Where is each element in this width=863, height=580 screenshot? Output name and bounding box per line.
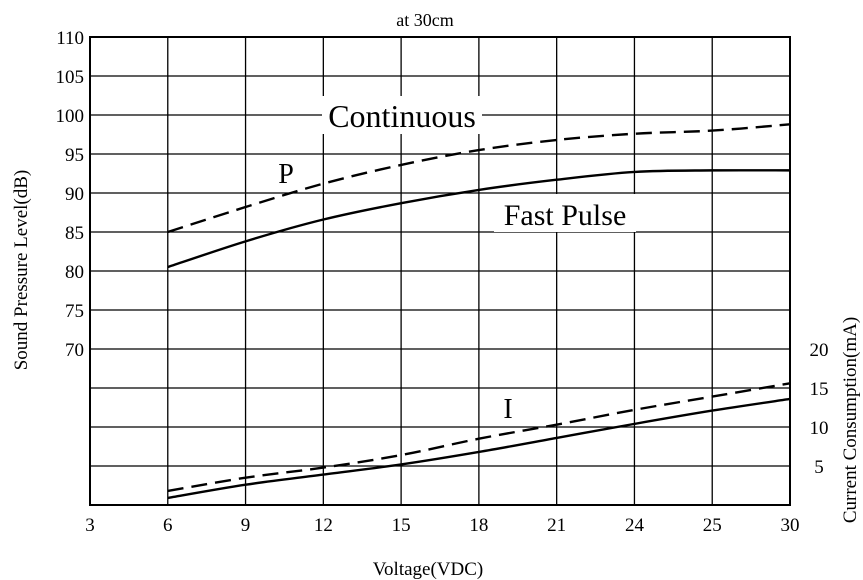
y-tick-label: 110: [56, 28, 84, 49]
y2-tick-label: 20: [810, 340, 829, 361]
x-axis-label: Voltage(VDC): [373, 559, 483, 580]
i-label: I: [503, 394, 512, 425]
x-tick-label: 18: [469, 515, 488, 536]
grid: [90, 37, 790, 505]
continuous-label: Continuous: [328, 98, 476, 134]
series-lines: [167, 123, 791, 500]
series-line-i-continuous: [167, 382, 791, 493]
y-tick-label: 75: [65, 301, 84, 322]
y-tick-labels: 110 105 100 95 90 85 80 75 70: [56, 28, 85, 361]
x-tick-label: 25: [703, 515, 722, 536]
x-tick-label: 9: [241, 515, 251, 536]
x-tick-label: 21: [547, 515, 566, 536]
series-line-i-fast-pulse: [167, 397, 791, 500]
y2-tick-label: 10: [810, 418, 829, 439]
annotation-fast-pulse: Fast Pulse: [494, 194, 636, 232]
fast-pulse-label: Fast Pulse: [504, 199, 627, 232]
series-line-p-fast-pulse: [167, 169, 791, 269]
x-tick-label: 30: [781, 515, 800, 536]
y-tick-label: 70: [65, 340, 84, 361]
y2-tick-label: 15: [810, 379, 829, 400]
x-tick-label: 24: [625, 515, 645, 536]
y2-tick-label: 5: [814, 457, 824, 478]
chart-title: at 30cm: [396, 10, 453, 30]
plot-frame: [89, 36, 791, 506]
y-tick-label: 100: [56, 106, 85, 127]
x-tick-label: 15: [392, 515, 411, 536]
y-tick-label: 95: [65, 145, 84, 166]
p-label: P: [278, 159, 294, 190]
y-tick-label: 90: [65, 184, 84, 205]
x-tick-label: 12: [314, 515, 333, 536]
y-tick-label: 85: [65, 223, 84, 244]
y2-axis-label: Current Consumption(mA): [840, 317, 861, 523]
annotation-continuous: Continuous: [322, 96, 482, 134]
x-tick-label: 6: [163, 515, 173, 536]
series-line-p-continuous: [167, 123, 791, 234]
x-tick-labels: 3 6 9 12 15 18 21 24 25 30: [85, 515, 799, 536]
y-tick-label: 80: [65, 262, 84, 283]
y-tick-label: 105: [56, 67, 85, 88]
y-axis-label: Sound Pressure Level(dB): [11, 170, 32, 371]
x-tick-label: 3: [85, 515, 95, 536]
y2-tick-labels: 20 15 10 5: [810, 340, 829, 478]
